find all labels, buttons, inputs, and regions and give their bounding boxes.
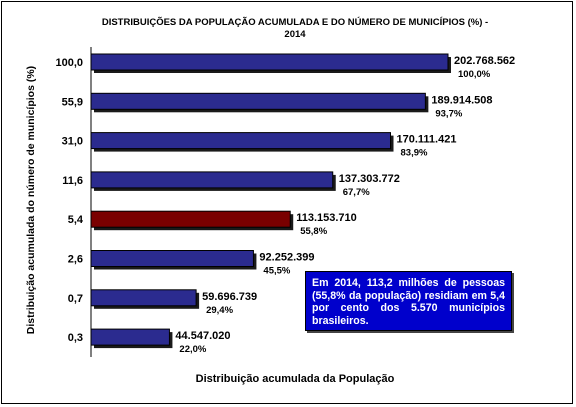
category-label: 0,7 — [68, 293, 83, 305]
category-label: 0,3 — [68, 332, 83, 344]
bar — [90, 132, 392, 150]
value-label: 44.547.020 — [175, 330, 230, 342]
percent-label: 93,7% — [435, 108, 462, 119]
value-label: 189.914.508 — [431, 94, 492, 106]
bar — [90, 171, 334, 189]
percent-label: 29,4% — [206, 305, 233, 316]
category-label: 31,0 — [62, 136, 83, 148]
category-label: 100,0 — [55, 57, 83, 69]
percent-label: 45,5% — [263, 266, 290, 277]
value-label: 92.252.399 — [259, 252, 314, 264]
value-label: 137.303.772 — [339, 173, 400, 185]
percent-label: 100,0% — [458, 69, 491, 80]
bar — [90, 289, 197, 307]
chart-title: DISTRIBUIÇÕES DA POPULAÇÃO ACUMULADA E D… — [102, 16, 488, 28]
bar — [90, 328, 170, 346]
percent-label: 67,7% — [343, 187, 370, 198]
bar — [90, 53, 449, 71]
bar — [90, 250, 254, 267]
percent-label: 55,8% — [300, 226, 327, 237]
value-label: 59.696.739 — [202, 291, 257, 303]
value-label: 113.153.710 — [296, 212, 357, 224]
bars-group: 100,0 202.768.562 100,0% 55,9 189.914.508 93,… — [55, 53, 515, 355]
category-label: 55,9 — [62, 96, 83, 108]
bar — [90, 210, 291, 228]
category-label: 11,6 — [62, 175, 83, 187]
y-axis-label: Distribuição acumulada do número de muni… — [25, 66, 37, 334]
bar — [90, 92, 426, 110]
category-label: 5,4 — [68, 214, 84, 226]
value-label: 202.768.562 — [454, 55, 515, 67]
x-axis-label: Distribuição acumulada da População — [196, 373, 395, 385]
chart-title-year: 2014 — [284, 29, 306, 40]
percent-label: 22,0% — [179, 344, 206, 355]
percent-label: 83,9% — [401, 148, 428, 159]
annotation-box: Em 2014, 113,2 milhões de pessoas (55,8%… — [305, 271, 512, 331]
value-label: 170.111.421 — [397, 134, 457, 146]
category-label: 2,6 — [68, 254, 83, 266]
